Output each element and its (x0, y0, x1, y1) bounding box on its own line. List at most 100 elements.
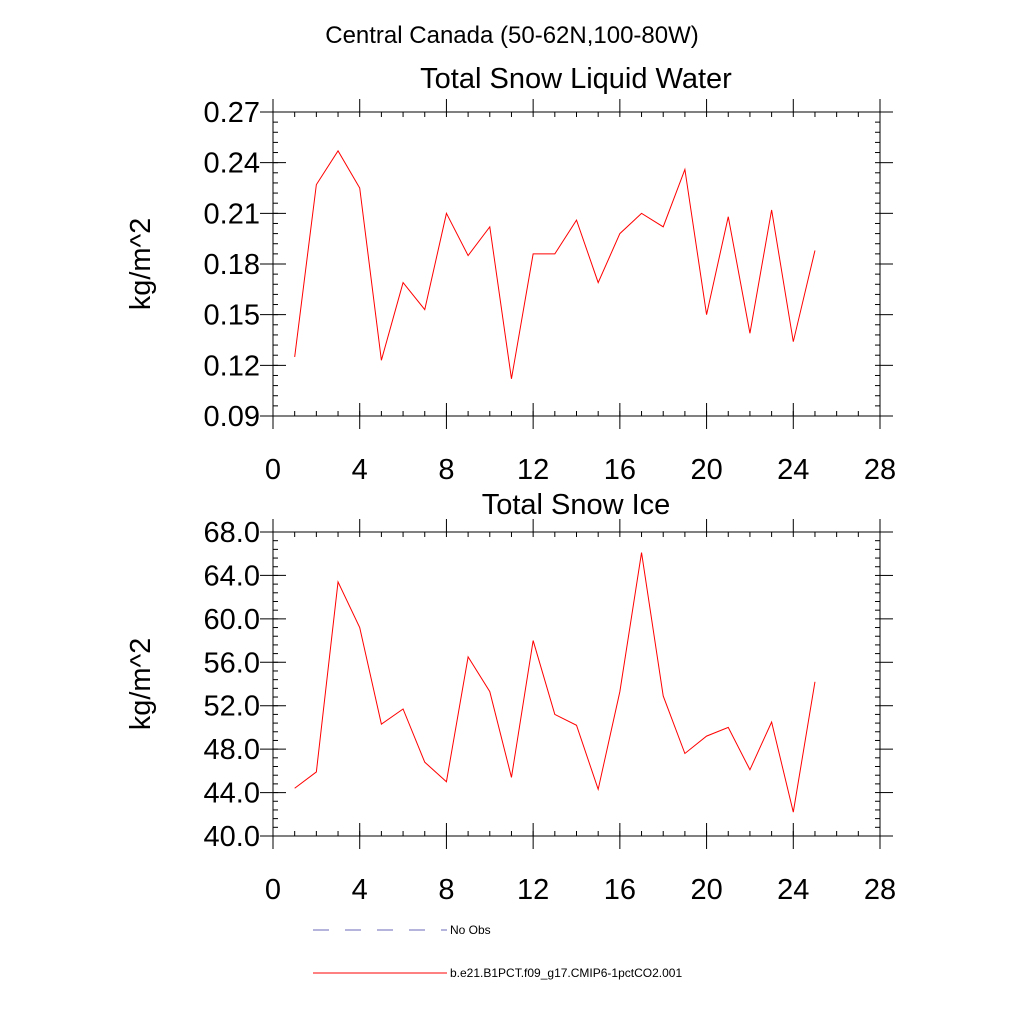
data-point (359, 187, 360, 188)
data-point (402, 282, 403, 283)
plot-area: 0 4 8 12 16 20 24 28 0.09 0.12 0.15 0.18 0.21 0.24 0.2… (204, 97, 897, 486)
x-tick-label: 20 (690, 454, 722, 486)
data-point (598, 789, 599, 790)
data-point (533, 253, 534, 254)
y-tick-label: 60.0 (204, 604, 260, 636)
y-tick-label: 0.24 (204, 148, 260, 180)
data-point (619, 233, 620, 234)
y-tick-label: 68.0 (204, 517, 260, 549)
data-point (771, 209, 772, 210)
y-tick-label: 0.12 (204, 350, 260, 382)
data-point (576, 725, 577, 726)
data-point (424, 309, 425, 310)
y-tick-label: 64.0 (204, 560, 260, 592)
legend: No Obs b.e21.B1PCT.f09_g17.CMIP6-1pctCO2… (313, 923, 682, 980)
data-point (814, 681, 815, 682)
x-tick-label: 4 (352, 874, 368, 906)
data-point (598, 282, 599, 283)
data-point (554, 714, 555, 715)
y-tick-label: 0.18 (204, 249, 260, 281)
legend-label: b.e21.B1PCT.f09_g17.CMIP6-1pctCO2.001 (450, 966, 682, 980)
x-tick-label: 24 (777, 454, 809, 486)
data-point (663, 226, 664, 227)
data-point (381, 724, 382, 725)
data-point (814, 250, 815, 251)
data-point (684, 753, 685, 754)
y-tick-label: 0.21 (204, 198, 260, 230)
y-tick-label: 40.0 (204, 821, 260, 853)
data-point (684, 169, 685, 170)
data-point (294, 356, 295, 357)
suptitle: Central Canada (50-62N,100-80W) (325, 22, 699, 49)
data-point (489, 226, 490, 227)
data-point (468, 255, 469, 256)
data-point (749, 333, 750, 334)
series-line (294, 149, 816, 379)
x-tick-label: 24 (777, 874, 809, 906)
data-point (728, 216, 729, 217)
data-point (533, 640, 534, 641)
data-point (468, 656, 469, 657)
x-tick-label: 20 (690, 874, 722, 906)
data-point (728, 727, 729, 728)
data-point (576, 219, 577, 220)
x-tick-label: 16 (604, 454, 636, 486)
data-point (749, 769, 750, 770)
y-tick-label: 0.15 (204, 300, 260, 332)
data-point (424, 762, 425, 763)
data-point (381, 360, 382, 361)
panel-title: Total Snow Ice (482, 489, 671, 521)
y-axis-label: kg/m^2 (125, 218, 157, 311)
y-tick-label: 0.27 (204, 97, 260, 129)
x-tick-label: 28 (864, 454, 896, 486)
data-point (359, 627, 360, 628)
legend-label: No Obs (450, 923, 491, 937)
data-point (619, 691, 620, 692)
data-point (402, 708, 403, 709)
data-point (706, 314, 707, 315)
panel-snow-liquid-water: Total Snow Liquid Water kg/m^2 0 4 8 12 16 20… (125, 63, 896, 486)
data-point (446, 213, 447, 214)
data-point (641, 552, 642, 553)
x-tick-label: 12 (517, 874, 549, 906)
x-tick-label: 0 (265, 874, 281, 906)
y-tick-label: 52.0 (204, 691, 260, 723)
data-point (771, 721, 772, 722)
data-point (793, 341, 794, 342)
y-axis-label: kg/m^2 (125, 638, 157, 731)
y-tick-label: 56.0 (204, 647, 260, 679)
plot-frame (272, 111, 881, 417)
x-tick-label: 12 (517, 454, 549, 486)
series-line (294, 552, 816, 813)
x-tick-label: 0 (265, 454, 281, 486)
data-point (663, 695, 664, 696)
x-tick-label: 16 (604, 874, 636, 906)
x-tick-label: 8 (438, 874, 454, 906)
y-tick-label: 44.0 (204, 778, 260, 810)
data-point (489, 691, 490, 692)
data-point (706, 736, 707, 737)
panel-title: Total Snow Liquid Water (420, 63, 732, 95)
y-tick-label: 48.0 (204, 734, 260, 766)
x-tick-label: 8 (438, 454, 454, 486)
x-tick-label: 28 (864, 874, 896, 906)
data-point (554, 253, 555, 254)
plot-area: 0 4 8 12 16 20 24 28 40.0 44.0 48.0 52.0 56.0 60.0 64.… (204, 517, 897, 906)
data-point (641, 213, 642, 214)
data-point (446, 781, 447, 782)
legend-item-no-obs: No Obs (313, 923, 491, 937)
legend-item-model-run: b.e21.B1PCT.f09_g17.CMIP6-1pctCO2.001 (313, 966, 682, 980)
plot-frame (272, 531, 881, 837)
data-point (337, 581, 338, 582)
data-point (316, 184, 317, 185)
data-point (793, 812, 794, 813)
data-point (511, 378, 512, 379)
data-point (316, 771, 317, 772)
data-point (337, 150, 338, 151)
data-point (511, 777, 512, 778)
x-tick-label: 4 (352, 454, 368, 486)
data-point (294, 788, 295, 789)
panel-snow-ice: Total Snow Ice kg/m^2 0 4 8 12 16 20 24 28 40.0 4… (125, 489, 896, 906)
y-tick-label: 0.09 (204, 401, 260, 433)
